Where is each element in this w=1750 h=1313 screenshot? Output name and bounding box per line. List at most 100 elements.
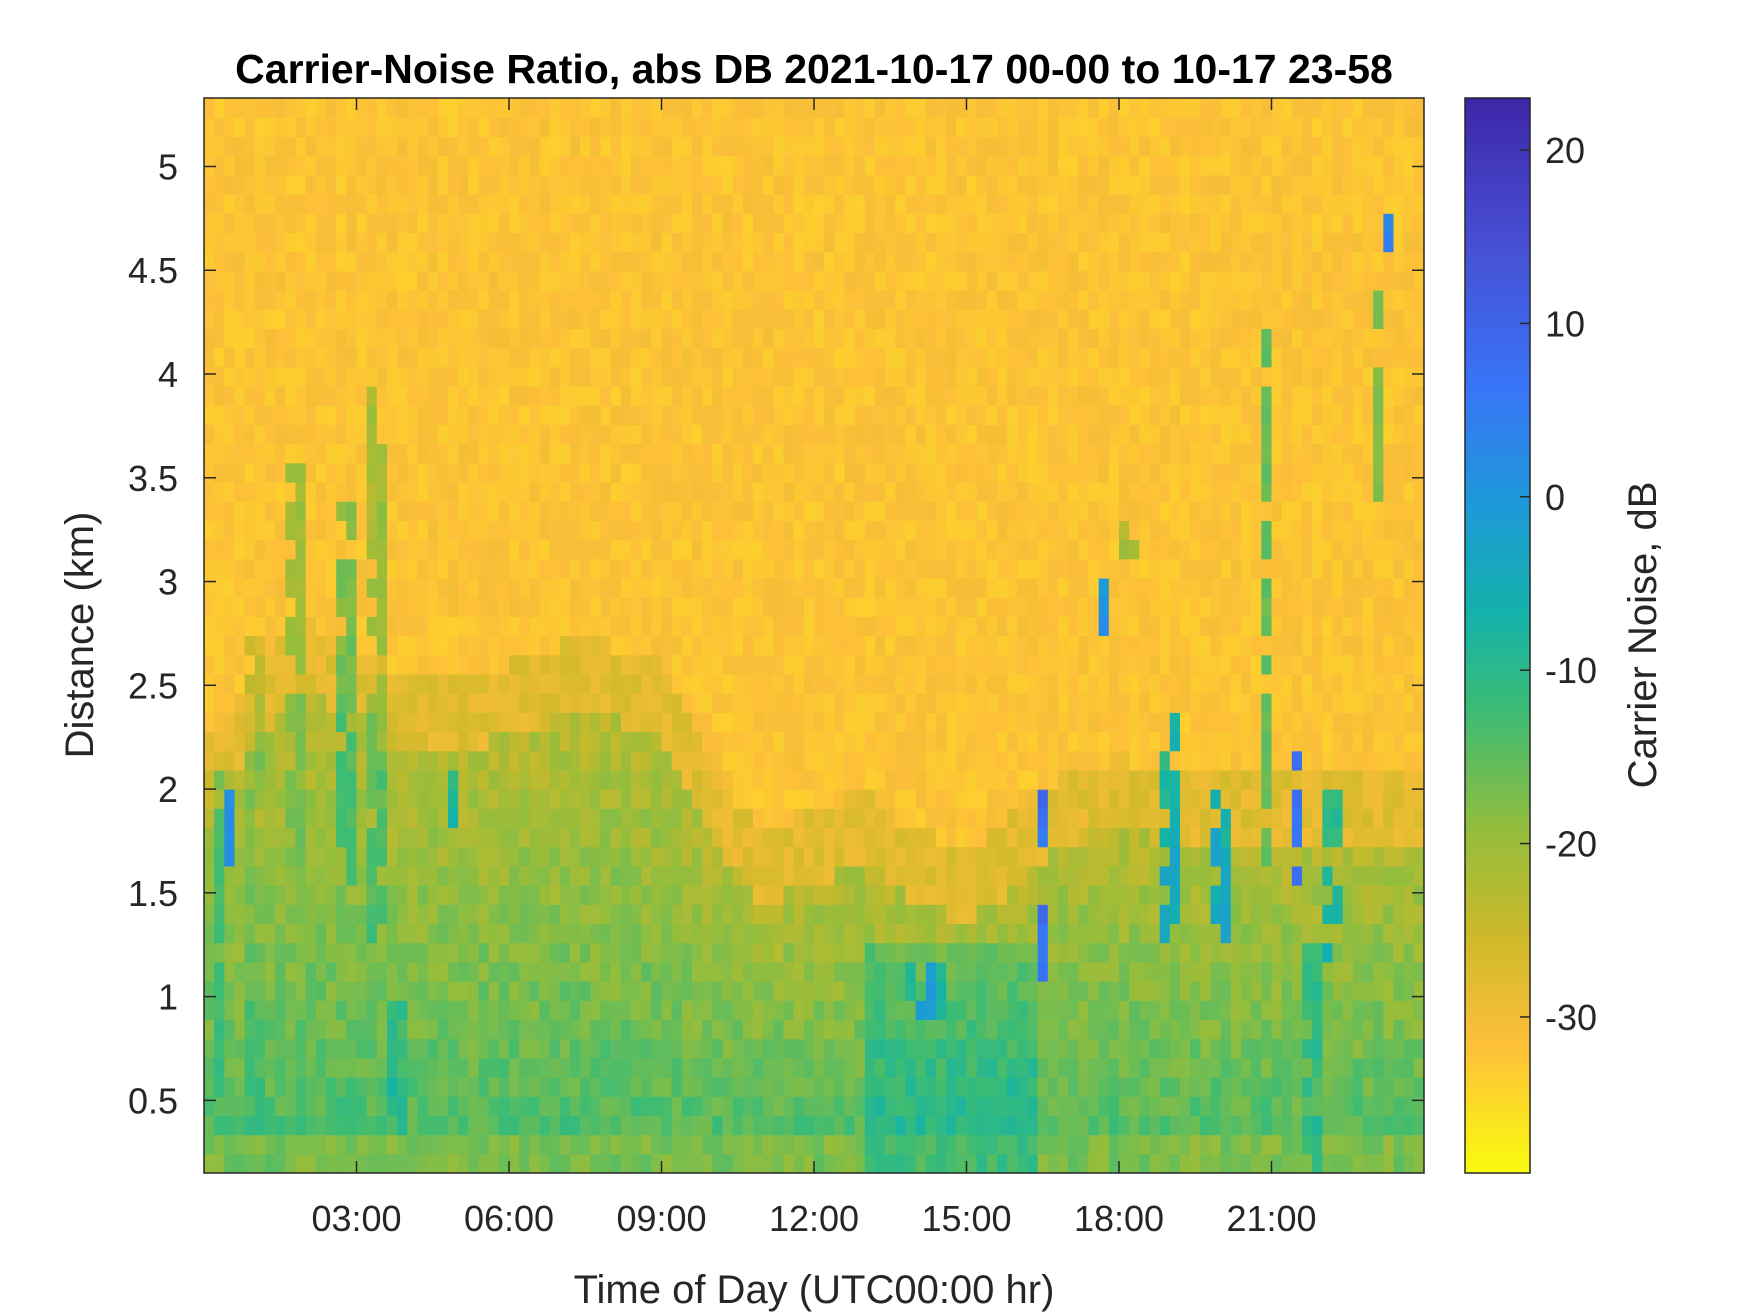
heatmap-cell: [478, 673, 490, 694]
heatmap-cell: [356, 366, 368, 387]
heatmap-cell: [478, 174, 490, 195]
heatmap-cell: [1098, 270, 1110, 291]
heatmap-cell: [610, 808, 622, 829]
heatmap-cell: [793, 1057, 805, 1078]
heatmap-cell: [661, 155, 673, 176]
heatmap-cell: [387, 673, 398, 694]
heatmap-cell: [803, 923, 815, 944]
heatmap-cell: [1088, 1077, 1100, 1097]
heatmap-cell: [702, 117, 713, 137]
heatmap-cell: [905, 193, 917, 214]
heatmap-cell: [986, 232, 998, 253]
heatmap-cell: [539, 808, 551, 829]
heatmap-cell: [488, 213, 500, 233]
heatmap-cell: [915, 712, 927, 733]
heatmap-cell: [1088, 769, 1100, 790]
heatmap-cell: [336, 885, 347, 905]
heatmap-cell: [895, 673, 907, 694]
heatmap-cell: [834, 405, 846, 425]
heatmap-cell: [925, 270, 937, 291]
heatmap-cell: [986, 865, 998, 886]
heatmap-cell: [763, 1057, 774, 1078]
heatmap-cell: [824, 846, 835, 867]
heatmap-cell: [793, 577, 805, 598]
heatmap-cell: [742, 289, 754, 310]
heatmap-cell: [956, 174, 968, 195]
heatmap-cell: [722, 289, 734, 310]
heatmap-cell: [651, 309, 663, 329]
heatmap-cell: [448, 366, 459, 387]
heatmap-cell: [265, 654, 276, 675]
heatmap-cell: [478, 654, 490, 675]
heatmap-cell: [641, 712, 652, 733]
heatmap-cell: [539, 251, 551, 272]
heatmap-cell: [1078, 1153, 1090, 1173]
heatmap-cell: [712, 693, 724, 713]
heatmap-cell: [570, 865, 581, 886]
heatmap-cell: [509, 769, 520, 790]
heatmap-cell: [864, 635, 876, 656]
heatmap-cell: [875, 289, 886, 310]
heatmap-cell: [204, 309, 215, 329]
heatmap-cell: [529, 443, 541, 464]
heatmap-cell: [1027, 174, 1039, 195]
heatmap-cell: [712, 654, 724, 675]
heatmap-cell: [814, 117, 825, 137]
heatmap-cell: [692, 789, 703, 809]
heatmap-cell: [732, 328, 744, 349]
heatmap-cell: [468, 1134, 480, 1155]
heatmap-cell: [854, 731, 866, 752]
heatmap-cell: [976, 808, 988, 829]
heatmap-cell: [529, 1153, 541, 1173]
heatmap-cell: [1058, 462, 1069, 483]
heatmap-cell: [905, 1153, 917, 1173]
heatmap-cell: [356, 789, 368, 809]
heatmap-cell: [610, 232, 622, 253]
heatmap-cell: [407, 232, 419, 253]
heatmap-cell: [366, 865, 378, 886]
heatmap-cell: [925, 558, 937, 579]
heatmap-cell: [742, 347, 754, 368]
heatmap-cell: [214, 1096, 225, 1117]
heatmap-cell: [793, 654, 805, 675]
heatmap-cell: [641, 654, 652, 675]
heatmap-cell: [610, 155, 622, 176]
heatmap-cell: [681, 270, 693, 291]
heatmap-cell: [956, 309, 968, 329]
heatmap-cell: [498, 424, 510, 445]
heatmap-cell: [559, 462, 571, 483]
heatmap-cell: [641, 193, 652, 214]
heatmap-cell: [692, 98, 703, 118]
heatmap-cell: [671, 117, 683, 137]
heatmap-cell: [549, 808, 561, 829]
heatmap-cell: [265, 769, 276, 790]
heatmap-cell: [346, 923, 358, 944]
heatmap-cell: [437, 923, 449, 944]
heatmap-cell: [742, 1038, 754, 1059]
heatmap-cell: [773, 846, 785, 867]
heatmap-cell: [946, 750, 957, 771]
heatmap-cell: [468, 385, 480, 406]
heatmap-cell: [905, 98, 917, 118]
heatmap-cell: [254, 405, 266, 425]
heatmap-cell: [305, 789, 317, 809]
heatmap-cell: [1078, 827, 1090, 848]
heatmap-cell: [722, 577, 734, 598]
heatmap-cell: [204, 635, 215, 656]
heatmap-cell: [1037, 270, 1049, 291]
heatmap-cell: [915, 635, 927, 656]
heatmap-cell: [417, 1057, 429, 1078]
heatmap-cell: [1088, 1096, 1100, 1117]
heatmap-cell: [407, 481, 419, 502]
heatmap-cell: [986, 558, 998, 579]
heatmap-cell: [254, 1077, 266, 1097]
heatmap-cell: [336, 635, 347, 656]
heatmap-cell: [326, 501, 337, 521]
heatmap-cell: [976, 981, 988, 1001]
heatmap-cell: [376, 1038, 388, 1059]
heatmap-cell: [895, 1096, 907, 1117]
heatmap-cell: [844, 309, 856, 329]
heatmap-cell: [468, 942, 480, 963]
heatmap-cell: [671, 865, 683, 886]
heatmap-cell: [1027, 1153, 1039, 1173]
